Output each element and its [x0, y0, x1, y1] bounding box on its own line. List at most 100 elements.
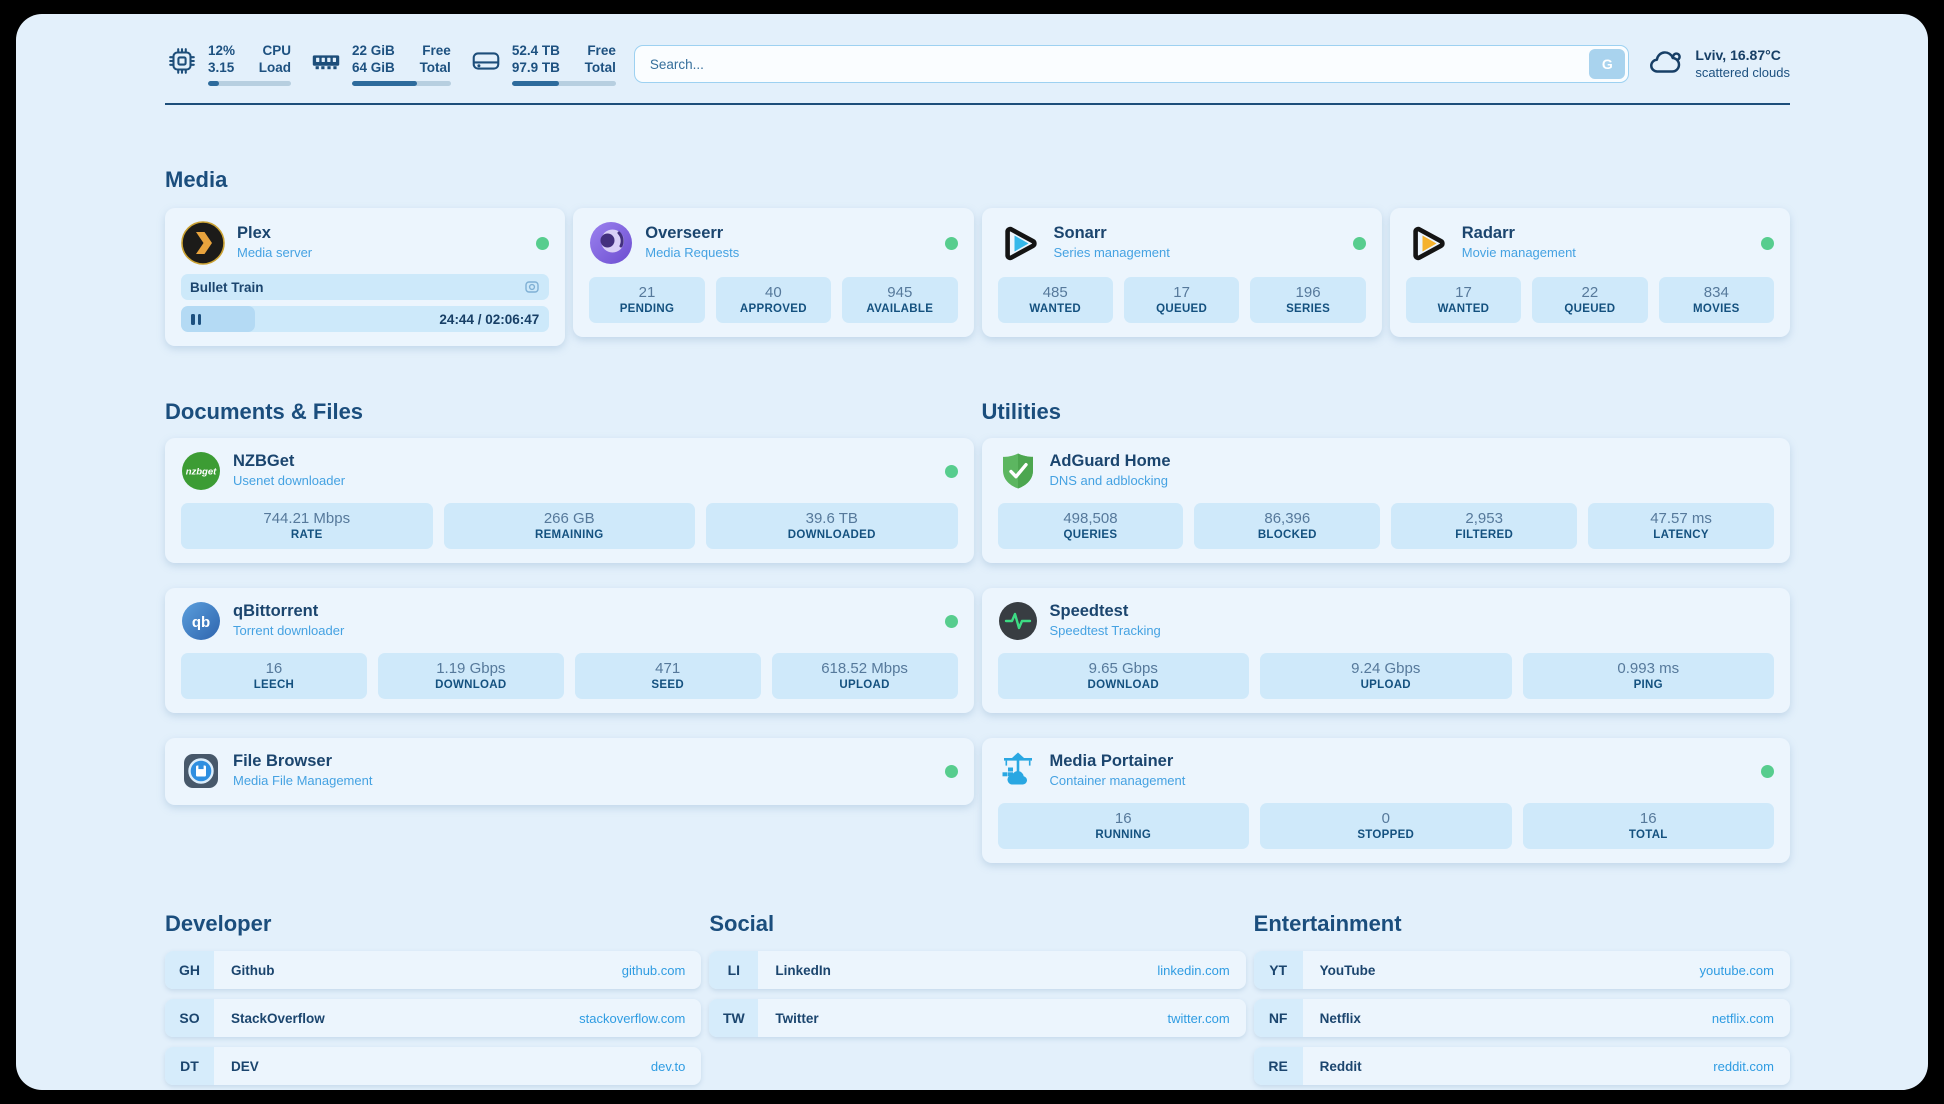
cloud-icon [1647, 45, 1685, 84]
app-name: Media Portainer [1049, 752, 1174, 770]
plex-icon [181, 221, 225, 265]
stat-downloaded: 39.6 TB DOWNLOADED [706, 503, 958, 549]
stat-label: QUERIES [1063, 529, 1118, 541]
app-description: Media Requests [645, 245, 740, 260]
bookmark-name: YouTube [1319, 962, 1376, 978]
section-title-developer: Developer [165, 911, 272, 936]
cpu-usage-value: 12% [208, 43, 236, 58]
stat-wanted: 17 WANTED [1405, 277, 1522, 323]
bookmark-group-developer: Developer GH Github github.com SO StackO… [165, 911, 702, 1090]
stat-value: 266 GB [543, 510, 595, 527]
disk-progress-fill [511, 81, 559, 86]
status-dot [1761, 764, 1774, 778]
search-bar: G [633, 45, 1630, 83]
memory-progress-track [352, 81, 451, 86]
stat-label: DOWNLOADED [787, 529, 876, 541]
disk-icon [469, 44, 503, 83]
bookmark-url[interactable]: netflix.com [1711, 1010, 1774, 1026]
bookmark-name: Reddit [1319, 1058, 1362, 1074]
weather-widget[interactable]: Lviv, 16.87°C scattered clouds [1647, 45, 1790, 84]
app-description: Container management [1049, 773, 1186, 788]
app-card-overseerr[interactable]: Overseerr Media Requests 21 PENDING 40 A… [573, 208, 974, 337]
bookmark-name: Twitter [775, 1010, 819, 1026]
bookmark-netflix[interactable]: NF Netflix netflix.com [1253, 999, 1790, 1037]
stat-value: 471 [655, 660, 681, 677]
app-card-sonarr[interactable]: Sonarr Series management 485 WANTED 17 Q… [981, 208, 1382, 337]
section-title-documents: Documents & Files [165, 399, 364, 424]
bookmark-linkedin[interactable]: LI LinkedIn linkedin.com [709, 951, 1246, 989]
pause-icon[interactable] [191, 313, 201, 325]
bookmark-stackoverflow[interactable]: SO StackOverflow stackoverflow.com [165, 999, 702, 1037]
app-name: AdGuard Home [1049, 452, 1171, 470]
app-card-plex[interactable]: Plex Media server Bullet Train 24:44 / 0… [165, 208, 566, 346]
top-bar: 12% 3.15 CPU Load [165, 42, 1790, 86]
bookmark-twitter[interactable]: TW Twitter twitter.com [709, 999, 1246, 1037]
app-card-radarr[interactable]: Radarr Movie management 17 WANTED 22 QUE… [1389, 208, 1790, 337]
qbittorrent-icon: qb [181, 601, 221, 641]
app-card-qbittorrent[interactable]: qb qBittorrent Torrent downloader 16 LEE… [165, 588, 974, 713]
bookmark-url[interactable]: dev.to [650, 1058, 686, 1074]
stat-value: 9.65 Gbps [1088, 660, 1158, 677]
app-card-speedtest[interactable]: Speedtest Speedtest Tracking 9.65 Gbps D… [981, 588, 1790, 713]
stat-value: 2,953 [1465, 510, 1503, 527]
status-dot [944, 614, 958, 628]
bookmark-url[interactable]: stackoverflow.com [579, 1010, 686, 1026]
app-card-adguard[interactable]: AdGuard Home DNS and adblocking 498,508 … [981, 438, 1790, 563]
radarr-icon [1406, 221, 1450, 265]
app-description: Torrent downloader [233, 623, 345, 638]
stat-label: DOWNLOAD [1087, 679, 1159, 691]
stat-label: SERIES [1286, 303, 1331, 315]
bookmark-github[interactable]: GH Github github.com [165, 951, 702, 989]
app-name: qBittorrent [233, 602, 319, 620]
stat-label: UPLOAD [1360, 679, 1411, 691]
video-camera-icon[interactable] [524, 279, 540, 295]
stat-value: 17 [1455, 284, 1472, 301]
nzbget-icon: nzbget [181, 451, 221, 491]
bookmark-name: Netflix [1319, 1010, 1361, 1026]
stat-queries: 498,508 QUERIES [997, 503, 1184, 549]
disk-total-value: 97.9 TB [511, 60, 560, 75]
stat-value: 485 [1042, 284, 1068, 301]
bookmark-url[interactable]: github.com [621, 962, 686, 978]
stat-label: REMAINING [534, 529, 604, 541]
bookmark-url[interactable]: reddit.com [1713, 1058, 1774, 1074]
search-input[interactable] [633, 45, 1630, 83]
stat-label: AVAILABLE [866, 303, 934, 315]
utilities-column: Utilities AdGuard Home DNS and adblockin… [981, 399, 1790, 863]
bookmark-dev[interactable]: DT DEV dev.to [165, 1047, 702, 1085]
status-dot [944, 236, 958, 250]
playback-progress-bar[interactable]: 24:44 / 02:06:47 [181, 306, 550, 332]
bookmark-url[interactable]: youtube.com [1699, 962, 1774, 978]
media-grid: Plex Media server Bullet Train 24:44 / 0… [165, 208, 1790, 371]
stat-label: QUEUED [1156, 303, 1208, 315]
app-card-portainer[interactable]: Media Portainer Container management 16 … [981, 738, 1790, 863]
app-card-filebrowser[interactable]: File Browser Media File Management [165, 738, 974, 805]
bookmark-url[interactable]: linkedin.com [1157, 962, 1230, 978]
stat-filtered: 2,953 FILTERED [1391, 503, 1578, 549]
bookmark-group-social: Social LI LinkedIn linkedin.com TW Twitt… [709, 911, 1246, 1047]
stat-download: 1.19 Gbps DOWNLOAD [377, 653, 564, 699]
bookmark-youtube[interactable]: YT YouTube youtube.com [1253, 951, 1790, 989]
stat-label: PENDING [619, 303, 675, 315]
app-name: Plex [237, 224, 271, 242]
stat-pending: 21 PENDING [589, 277, 705, 323]
stat-queued: 22 QUEUED [1532, 277, 1648, 323]
memory-total-label: Total [419, 60, 451, 75]
section-title-utilities: Utilities [981, 399, 1061, 424]
stat-value: 39.6 TB [805, 510, 858, 527]
bookmark-url[interactable]: twitter.com [1167, 1010, 1230, 1026]
bookmark-reddit[interactable]: RE Reddit reddit.com [1253, 1047, 1790, 1085]
bookmark-name: StackOverflow [231, 1010, 325, 1026]
app-name: Overseerr [645, 224, 724, 242]
bookmark-abbr: GH [165, 951, 214, 989]
topbar-divider [165, 103, 1790, 105]
stat-total: 16 TOTAL [1522, 803, 1774, 849]
stat-value: 16 [1639, 810, 1657, 827]
svg-text:qb: qb [192, 614, 210, 631]
stat-stopped: 0 STOPPED [1260, 803, 1512, 849]
stat-label: UPLOAD [839, 679, 890, 691]
app-card-nzbget[interactable]: nzbget NZBGet Usenet downloader 744.21 M… [165, 438, 974, 563]
search-provider-button[interactable]: G [1589, 49, 1626, 79]
stat-label: DOWNLOAD [435, 679, 507, 691]
stat-label: WANTED [1029, 303, 1082, 315]
